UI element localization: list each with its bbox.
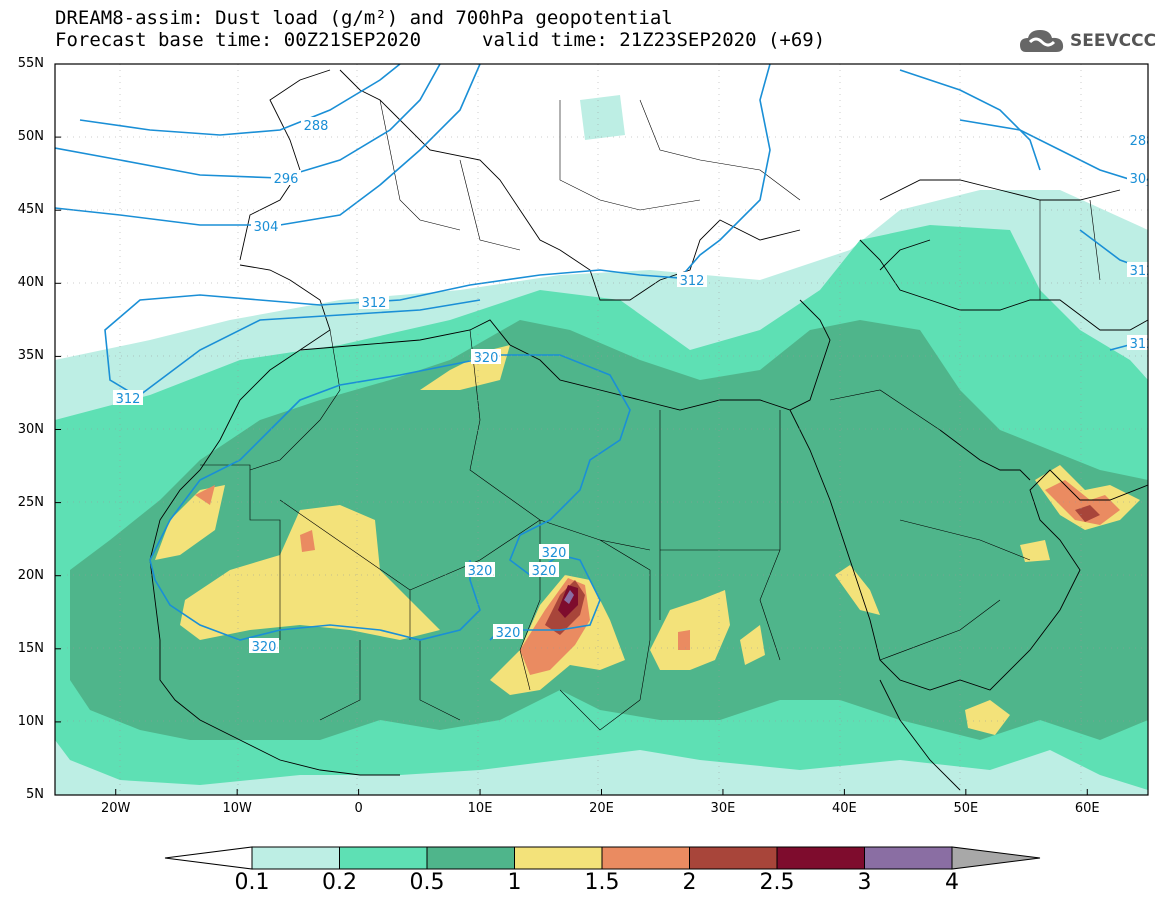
svg-text:304: 304 [1130,172,1155,187]
lat-label: 55N [17,56,44,71]
axis-ticks [55,63,1088,796]
colorbar-high-arrow [951,846,1041,870]
lon-label: 20E [589,801,614,816]
svg-text:320: 320 [252,640,277,655]
dust-level-1-area [155,485,225,560]
geopotential-contours [55,64,1148,641]
country-borders [200,99,1101,731]
contour-label: 304 [251,218,281,235]
lat-label: 30N [17,421,44,437]
contour-label: 312 [1127,335,1155,352]
map-title: DREAM8-assim: Dust load (g/m²) and 700hP… [55,7,673,29]
colorbar-label: 2 [682,870,697,895]
contour-label: 312 [113,390,143,407]
contour-labels: 288 296 304 312 312 312 320 320 320 320 320 320 288 3… [113,117,1155,655]
contour-label: 312 [1127,262,1155,279]
lat-label: 45N [17,202,44,218]
colorbar-label: 4 [945,870,959,895]
lon-label: 10W [222,801,252,816]
colorbar-low-arrow [164,846,253,870]
lat-label: 20N [17,567,44,583]
colorbar-swatch [864,846,953,870]
contour-label: 320 [529,562,559,579]
lat-label: 5N [26,787,44,802]
contour-label: 288 [301,117,331,134]
svg-text:304: 304 [254,220,279,235]
svg-text:312: 312 [1130,264,1155,279]
contour-label: 312 [677,272,707,289]
contour-label: 320 [471,349,501,366]
svg-text:320: 320 [496,626,521,641]
lat-label: 50N [17,129,44,145]
lon-label: 50E [953,801,979,816]
colorbar-swatch [776,846,865,870]
colorbar-label: 0.1 [234,870,270,895]
svg-text:288: 288 [304,119,329,134]
lon-label: 0 [354,801,363,816]
colorbar-swatch [601,846,690,870]
svg-text:312: 312 [1130,337,1155,352]
colorbar-swatch [339,846,428,870]
lat-label: 15N [17,640,44,656]
svg-text:320: 320 [542,546,567,561]
colorbar-label: 0.2 [322,870,357,895]
contour-label: 304 [1127,170,1155,187]
contour-label: 320 [249,638,279,655]
svg-text:312: 312 [116,392,141,407]
cloud-icon [1020,30,1064,52]
lon-label: 20W [101,801,131,816]
valid-time: valid time: 21Z23SEP2020 (+69) [482,29,826,51]
colorbar-label: 2.5 [759,870,795,895]
coastlines [149,69,1148,791]
contour-label: 296 [271,170,301,187]
colorbar-label: 1.5 [584,870,620,895]
colorbar-label: 1 [507,870,522,895]
colorbar-swatch [251,846,340,870]
svg-text:320: 320 [474,351,499,366]
dust-level-0.5-area [70,320,1148,740]
lon-label: 10E [467,801,493,816]
svg-text:296: 296 [274,172,299,187]
svg-text:312: 312 [680,274,705,289]
seevccc-logo: SEEVCCC [1018,26,1158,58]
colorbar-swatch [514,846,603,870]
lon-label: 30E [710,801,736,816]
contour-label: 320 [493,624,523,641]
contour-label: 320 [465,562,495,579]
lat-label: 25N [17,494,44,510]
grid-lines [55,64,1148,795]
colorbar-swatch [426,846,515,870]
lat-label: 40N [17,275,44,291]
contour-label: 288 [1127,132,1155,149]
logo-text: SEEVCCC [1070,31,1157,51]
lon-label: 60E [1074,801,1100,816]
svg-text:288: 288 [1130,134,1155,149]
svg-text:320: 320 [468,564,493,579]
contour-label: 312 [359,294,389,311]
dust-level-1.5-area [195,485,215,505]
colorbar-label: 3 [857,870,872,895]
lat-label: 10N [17,713,44,729]
dust-level-3-area [564,590,574,604]
lat-label: 35N [17,348,44,364]
lon-label: 40E [831,801,857,816]
colorbar-label: 0.5 [409,870,445,895]
svg-text:320: 320 [532,564,557,579]
colorbar-swatch [689,846,778,870]
contour-label: 320 [539,544,569,561]
svg-text:312: 312 [362,296,387,311]
forecast-base-time: Forecast base time: 00Z21SEP2020 [55,29,422,51]
